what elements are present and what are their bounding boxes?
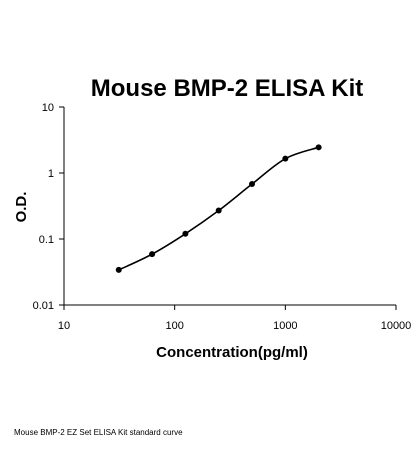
- data-point: [182, 230, 189, 237]
- data-point: [149, 251, 156, 258]
- x-tick-label: 100: [165, 320, 183, 332]
- data-points: [115, 144, 322, 273]
- data-point: [315, 144, 322, 151]
- data-point: [282, 155, 289, 162]
- y-tick-label: 0.01: [33, 300, 54, 312]
- y-tick-label: 0.1: [39, 234, 54, 246]
- y-tick-label: 1: [48, 168, 54, 180]
- x-tick-label: 10000: [381, 320, 412, 332]
- figure-caption: Mouse BMP-2 EZ Set ELISA Kit standard cu…: [14, 428, 183, 437]
- x-tick-label: 1000: [273, 320, 297, 332]
- x-tick-label: 10: [58, 320, 70, 332]
- x-axis-label: Concentration(pg/ml): [156, 344, 308, 361]
- y-tick-label: 10: [42, 102, 54, 114]
- data-point: [249, 181, 256, 188]
- chart-title: Mouse BMP-2 ELISA Kit: [91, 75, 363, 102]
- y-axis-label: O.D.: [13, 192, 30, 223]
- data-point: [215, 207, 222, 214]
- axis-tick-labels: 10 100 1000 10000 0.01 0.1 1 10: [33, 102, 412, 332]
- data-point: [115, 266, 122, 273]
- axis-ticks: [59, 106, 397, 310]
